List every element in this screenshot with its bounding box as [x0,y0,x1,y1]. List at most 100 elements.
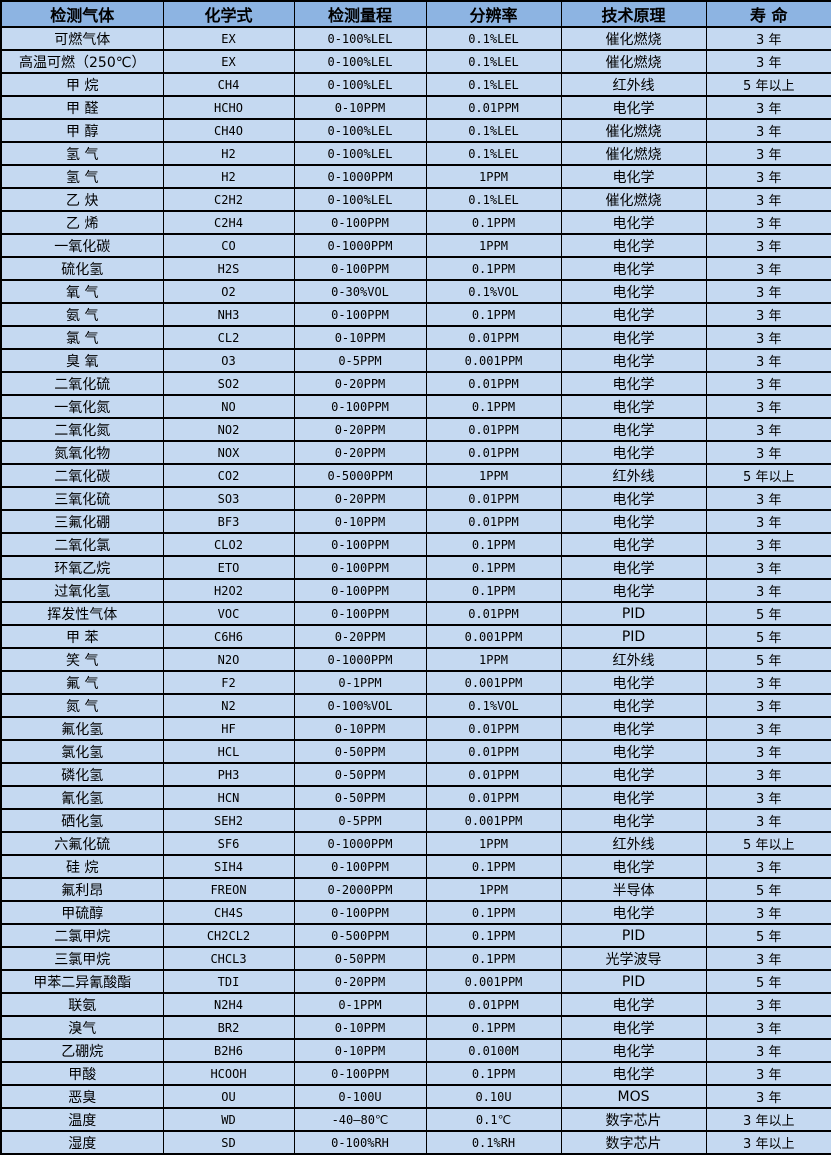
cell-gas-name: 二氧化氯 [0,532,164,557]
cell-range: 0-100PPM [293,210,427,235]
cell-range: 0-100%LEL [293,187,427,212]
cell-gas-name: 氯化氢 [0,739,164,764]
cell-range: 0-50PPM [293,739,427,764]
cell-gas-name: 氨 气 [0,302,164,327]
table-row: 二氯甲烷 CH2CL2 0-500PPM 0.1PPM PID 5 年 [0,923,831,948]
cell-range: 0-5PPM [293,348,427,373]
cell-range: 0-50PPM [293,762,427,787]
cell-gas-name: 甲 醇 [0,118,164,143]
cell-formula: O2 [162,279,295,304]
cell-range: 0-5PPM [293,808,427,833]
cell-range: 0-100%LEL [293,26,427,51]
cell-gas-name: 磷化氢 [0,762,164,787]
cell-gas-name: 甲硫醇 [0,900,164,925]
cell-formula: HCL [162,739,295,764]
cell-gas-name: 氰化氢 [0,785,164,810]
cell-principle: 电化学 [560,440,707,465]
cell-principle: 电化学 [560,325,707,350]
cell-gas-name: 硒化氢 [0,808,164,833]
table-row: 二氧化氯 CLO2 0-100PPM 0.1PPM 电化学 3 年 [0,532,831,557]
cell-gas-name: 联氨 [0,992,164,1017]
cell-range: 0-100PPM [293,601,427,626]
cell-formula: NOX [162,440,295,465]
cell-lifespan: 5 年以上 [705,831,831,856]
cell-formula: NO2 [162,417,295,442]
cell-formula: BF3 [162,509,295,534]
cell-formula: EX [162,49,295,74]
cell-principle: 电化学 [560,739,707,764]
cell-gas-name: 氢 气 [0,164,164,189]
cell-resolution: 0.1%LEL [425,187,562,212]
table-row: 三氯甲烷 CHCL3 0-50PPM 0.1PPM 光学波导 3 年 [0,946,831,971]
cell-resolution: 0.1PPM [425,1015,562,1040]
cell-formula: NH3 [162,302,295,327]
cell-lifespan: 3 年 [705,325,831,350]
cell-formula: CH4S [162,900,295,925]
cell-principle: 电化学 [560,808,707,833]
cell-range: 0-20PPM [293,969,427,994]
cell-lifespan: 5 年以上 [705,463,831,488]
cell-resolution: 0.01PPM [425,716,562,741]
cell-lifespan: 3 年 [705,946,831,971]
cell-range: 0-1000PPM [293,831,427,856]
cell-range: 0-100%RH [293,1130,427,1155]
cell-principle: 电化学 [560,95,707,120]
cell-lifespan: 3 年 [705,95,831,120]
cell-gas-name: 二氧化氮 [0,417,164,442]
cell-range: 0-10PPM [293,95,427,120]
table-row: 温度 WD -40—80℃ 0.1℃ 数字芯片 3 年以上 [0,1107,831,1132]
cell-formula: CHCL3 [162,946,295,971]
cell-resolution: 0.1%LEL [425,49,562,74]
cell-lifespan: 3 年 [705,532,831,557]
cell-formula: SO3 [162,486,295,511]
cell-lifespan: 3 年 [705,762,831,787]
table-row: 二氧化碳 CO2 0-5000PPM 1PPM 红外线 5 年以上 [0,463,831,488]
column-header-resolution: 分辨率 [425,0,562,28]
cell-range: -40—80℃ [293,1107,427,1132]
cell-range: 0-100%LEL [293,49,427,74]
table-row: 硅 烷 SIH4 0-100PPM 0.1PPM 电化学 3 年 [0,854,831,879]
cell-range: 0-20PPM [293,417,427,442]
cell-gas-name: 二氧化碳 [0,463,164,488]
table-row: 氮氧化物 NOX 0-20PPM 0.01PPM 电化学 3 年 [0,440,831,465]
cell-resolution: 0.01PPM [425,325,562,350]
cell-principle: 电化学 [560,348,707,373]
table-row: 甲 醇 CH4O 0-100%LEL 0.1%LEL 催化燃烧 3 年 [0,118,831,143]
cell-lifespan: 5 年 [705,923,831,948]
cell-resolution: 0.01PPM [425,992,562,1017]
cell-formula: H2 [162,141,295,166]
cell-formula: CO2 [162,463,295,488]
table-row: 可燃气体 EX 0-100%LEL 0.1%LEL 催化燃烧 3 年 [0,26,831,51]
cell-formula: NO [162,394,295,419]
cell-lifespan: 3 年 [705,371,831,396]
cell-range: 0-100%LEL [293,141,427,166]
cell-gas-name: 三氯甲烷 [0,946,164,971]
cell-resolution: 1PPM [425,463,562,488]
cell-lifespan: 3 年 [705,1015,831,1040]
header-row: 检测气体 化学式 检测量程 分辨率 技术原理 寿 命 [0,0,831,28]
table-row: 甲硫醇 CH4S 0-100PPM 0.1PPM 电化学 3 年 [0,900,831,925]
cell-lifespan: 3 年 [705,417,831,442]
cell-formula: SO2 [162,371,295,396]
cell-lifespan: 5 年以上 [705,72,831,97]
cell-principle: 电化学 [560,394,707,419]
table-row: 三氟化硼 BF3 0-10PPM 0.01PPM 电化学 3 年 [0,509,831,534]
cell-resolution: 0.1%LEL [425,72,562,97]
table-row: 氮 气 N2 0-100%VOL 0.1%VOL 电化学 3 年 [0,693,831,718]
cell-lifespan: 5 年 [705,969,831,994]
cell-principle: 电化学 [560,555,707,580]
cell-gas-name: 六氟化硫 [0,831,164,856]
cell-range: 0-100PPM [293,578,427,603]
cell-principle: 催化燃烧 [560,49,707,74]
cell-lifespan: 3 年 [705,164,831,189]
cell-resolution: 0.001PPM [425,624,562,649]
cell-gas-name: 硅 烷 [0,854,164,879]
cell-principle: 催化燃烧 [560,187,707,212]
cell-lifespan: 3 年 [705,670,831,695]
cell-range: 0-1000PPM [293,164,427,189]
cell-formula: O3 [162,348,295,373]
cell-formula: TDI [162,969,295,994]
table-row: 硫化氢 H2S 0-100PPM 0.1PPM 电化学 3 年 [0,256,831,281]
cell-range: 0-1000PPM [293,647,427,672]
cell-gas-name: 甲 烷 [0,72,164,97]
